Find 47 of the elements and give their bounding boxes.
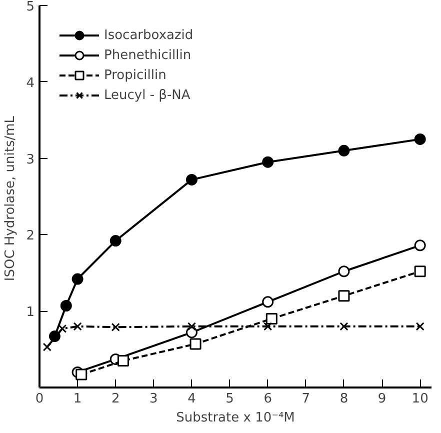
y-axis-title: ISOC Hydrolase, units/mL xyxy=(3,115,18,282)
x-tick-label: 8 xyxy=(340,392,348,406)
point xyxy=(187,322,196,331)
point xyxy=(414,133,426,145)
point xyxy=(110,235,122,247)
point xyxy=(72,273,84,285)
legend-label: Leucyl - β-NA xyxy=(104,88,190,102)
x-tick-label: 10 xyxy=(412,392,428,406)
x-tick-label: 9 xyxy=(378,392,386,406)
point xyxy=(262,156,274,168)
point xyxy=(60,300,72,312)
point xyxy=(117,355,129,367)
point xyxy=(111,322,120,332)
x-tick-label: 2 xyxy=(111,392,120,406)
x-axis-title: Substrate x 10⁻⁴M xyxy=(176,410,295,426)
point xyxy=(338,266,350,278)
legend-label: Propicillin xyxy=(104,68,166,82)
legend-label: Phenethicillin xyxy=(104,48,192,62)
y-tick-label: 1 xyxy=(26,305,35,320)
point xyxy=(76,368,88,380)
point xyxy=(264,322,272,331)
point xyxy=(73,322,82,331)
point xyxy=(58,324,67,333)
x-tick-label: 5 xyxy=(226,392,234,406)
y-tick-label: 4 xyxy=(26,76,35,91)
x-tick-label: 7 xyxy=(302,392,310,406)
point xyxy=(416,322,424,331)
point xyxy=(414,266,426,278)
y-tick-label: 2 xyxy=(26,228,35,244)
point xyxy=(266,312,278,324)
y-tick-label: 5 xyxy=(26,0,35,14)
x-tick-label: 4 xyxy=(188,392,196,406)
x-tick-label: 0 xyxy=(35,392,44,406)
point xyxy=(338,144,350,156)
x-tick-label: 3 xyxy=(150,392,158,406)
point xyxy=(338,290,350,302)
point xyxy=(186,174,198,186)
point xyxy=(414,240,426,252)
x-tick-label: 1 xyxy=(73,392,82,406)
point xyxy=(340,322,348,331)
point xyxy=(262,296,274,308)
point xyxy=(190,338,202,350)
y-tick-label: 3 xyxy=(26,152,35,168)
point xyxy=(42,342,52,352)
legend-label: Isocarboxazid xyxy=(104,28,194,42)
point xyxy=(48,330,60,342)
x-tick-label: 6 xyxy=(264,392,272,406)
